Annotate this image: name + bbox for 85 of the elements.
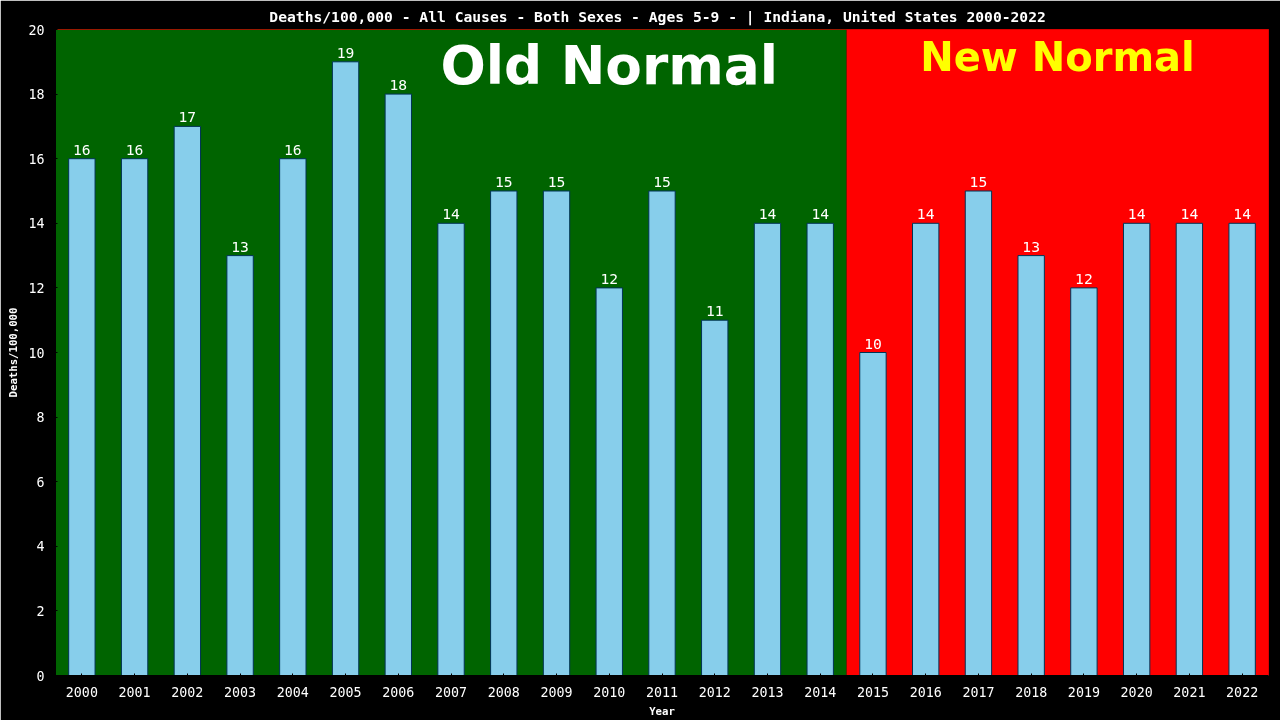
x-tick-label: 2006: [382, 684, 415, 700]
y-tick-label: 14: [28, 216, 45, 232]
bar: [1070, 287, 1098, 676]
x-tick-label: 2004: [276, 684, 309, 700]
data-label: 11: [705, 302, 724, 320]
data-label: 13: [231, 237, 249, 255]
y-tick-label: 12: [28, 280, 45, 296]
data-label: 18: [389, 76, 408, 94]
x-tick-label: 2003: [224, 684, 257, 700]
data-label: 15: [494, 173, 513, 190]
data-label: 16: [284, 140, 302, 158]
x-tick-label: 2022: [1226, 684, 1259, 700]
data-label: 14: [1180, 205, 1199, 223]
data-label: 14: [758, 205, 777, 223]
bar: [437, 222, 465, 676]
bar: [912, 222, 940, 676]
x-tick-label: 2001: [118, 684, 151, 700]
bar: [595, 287, 623, 676]
bar: [279, 158, 307, 676]
y-tick-label: 4: [36, 539, 45, 555]
x-tick-label: 2010: [593, 684, 626, 700]
x-tick-label: 2007: [435, 684, 468, 700]
y-tick-label: 6: [36, 474, 45, 490]
bar: [701, 319, 729, 676]
bar: [384, 93, 412, 676]
x-tick-label: 2016: [909, 684, 942, 700]
bar: [1122, 222, 1151, 676]
bar: [120, 158, 149, 676]
y-tick-label: 10: [28, 345, 45, 361]
bar: [964, 190, 993, 676]
data-label: 14: [1233, 205, 1252, 223]
bar: [490, 190, 518, 676]
y-tick-label: 20: [28, 22, 45, 38]
bar: [1175, 222, 1204, 676]
x-tick-label: 2020: [1120, 684, 1153, 700]
bar: [648, 190, 676, 676]
y-axis-title: Deaths/100,000: [7, 307, 21, 398]
data-label: 14: [1127, 205, 1146, 223]
bar: [859, 352, 887, 676]
y-tick-label: 2: [36, 603, 45, 619]
bar: [173, 125, 202, 676]
data-label: 15: [547, 173, 566, 190]
x-axis-title: Year: [649, 704, 675, 718]
data-label: 16: [73, 140, 91, 158]
band-label: New Normal: [920, 33, 1195, 80]
bar: [1228, 222, 1256, 676]
x-tick-label: 2000: [65, 684, 98, 700]
bar: [806, 222, 834, 676]
y-tick-label: 16: [28, 151, 45, 167]
data-label: 15: [969, 173, 988, 190]
x-tick-label: 2005: [329, 684, 362, 700]
data-label: 12: [600, 269, 619, 287]
bar: [331, 61, 360, 676]
x-tick-label: 2002: [171, 684, 204, 700]
x-tick-label: 2019: [1067, 684, 1100, 700]
x-tick-label: 2011: [645, 684, 679, 700]
data-label: 19: [336, 43, 355, 61]
x-tick-label: 2014: [804, 684, 837, 700]
x-tick-label: 2015: [856, 684, 890, 700]
data-label: 12: [1075, 269, 1093, 287]
data-label: 14: [442, 205, 461, 223]
data-label: 14: [916, 205, 935, 223]
chart-title: Deaths/100,000 - All Causes - Both Sexes - Ages 5-9 - | Indiana, United States 2000-2022: [269, 7, 1046, 26]
x-tick-label: 2013: [751, 684, 784, 700]
bar: [1017, 255, 1045, 676]
data-label: 16: [125, 140, 144, 158]
band-label: Old Normal: [440, 33, 779, 97]
data-label: 10: [864, 334, 882, 352]
bar: [542, 190, 571, 676]
x-tick-label: 2021: [1173, 684, 1206, 700]
x-tick-label: 2018: [1015, 684, 1048, 700]
data-label: 17: [178, 108, 197, 126]
y-tick-label: 8: [36, 410, 45, 426]
x-tick-label: 2012: [698, 684, 731, 700]
data-label: 15: [653, 173, 671, 190]
x-tick-label: 2008: [487, 684, 520, 700]
bar: [753, 222, 782, 676]
x-tick-label: 2009: [540, 684, 573, 700]
bar: [226, 255, 254, 676]
x-tick-label: 2017: [962, 684, 995, 700]
y-tick-label: 0: [36, 668, 45, 684]
bar: [68, 158, 96, 676]
y-tick-label: 18: [28, 87, 45, 103]
data-label: 14: [811, 205, 830, 223]
data-label: 13: [1022, 237, 1041, 255]
